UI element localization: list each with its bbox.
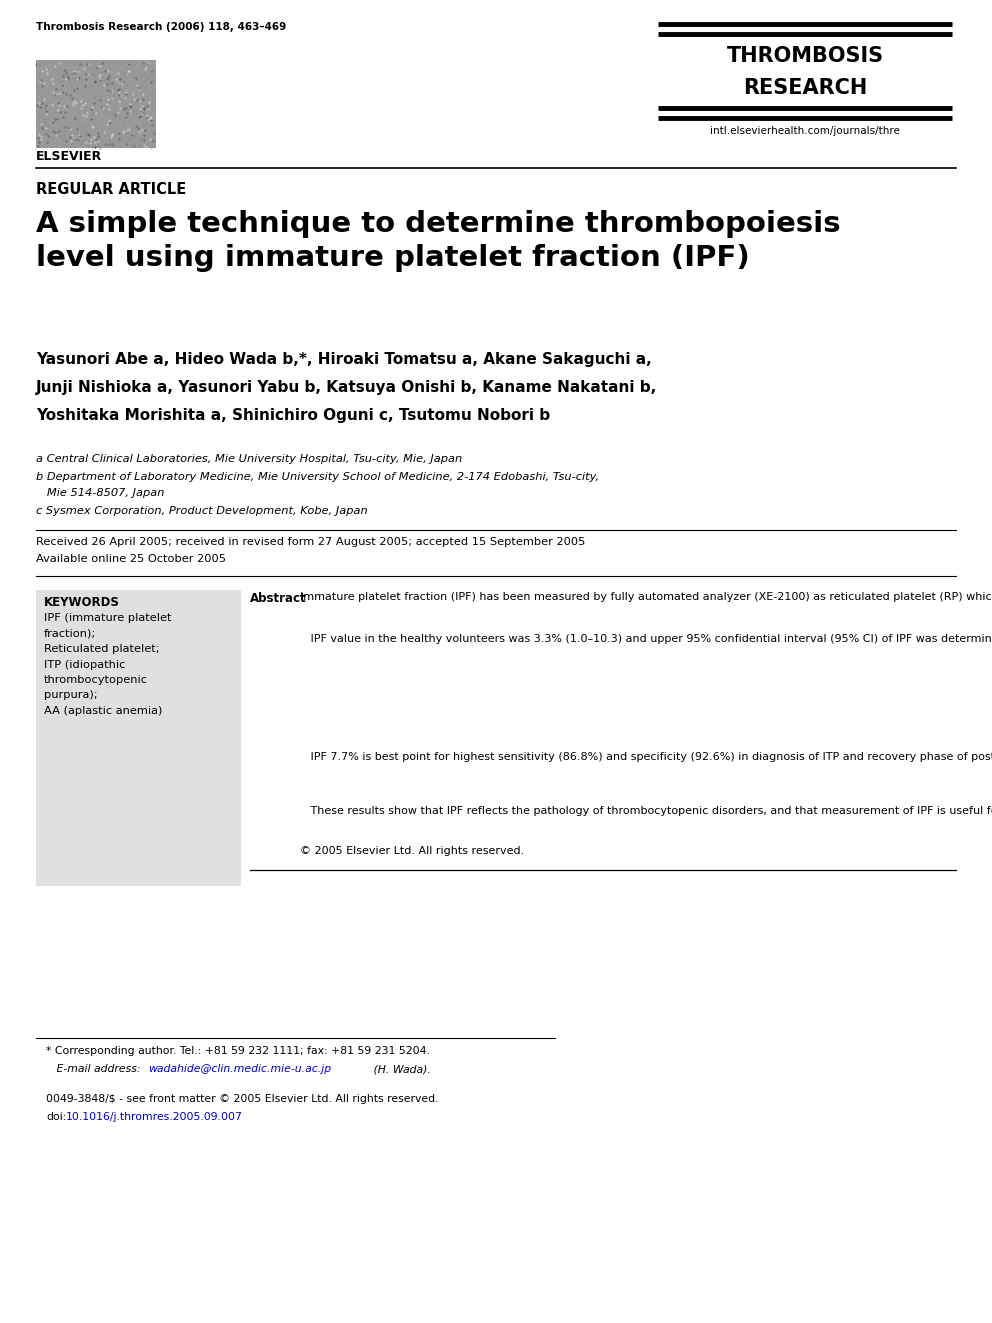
Text: A simple technique to determine thrombopoiesis
level using immature platelet fra: A simple technique to determine thrombop… xyxy=(36,210,840,271)
Text: REGULAR ARTICLE: REGULAR ARTICLE xyxy=(36,183,186,197)
Text: (H. Wada).: (H. Wada). xyxy=(370,1064,431,1074)
Text: IPF (immature platelet: IPF (immature platelet xyxy=(44,613,172,623)
Text: 0049-3848/$ - see front matter © 2005 Elsevier Ltd. All rights reserved.: 0049-3848/$ - see front matter © 2005 El… xyxy=(46,1094,438,1103)
Text: KEYWORDS: KEYWORDS xyxy=(44,595,120,609)
Text: a Central Clinical Laboratories, Mie University Hospital, Tsu-city, Mie, Japan: a Central Clinical Laboratories, Mie Uni… xyxy=(36,454,462,464)
Text: c Sysmex Corporation, Product Development, Kobe, Japan: c Sysmex Corporation, Product Developmen… xyxy=(36,505,368,516)
Text: RESEARCH: RESEARCH xyxy=(743,78,867,98)
Text: wadahide@clin.medic.mie-u.ac.jp: wadahide@clin.medic.mie-u.ac.jp xyxy=(148,1064,331,1074)
Text: © 2005 Elsevier Ltd. All rights reserved.: © 2005 Elsevier Ltd. All rights reserved… xyxy=(300,845,524,856)
Text: doi:: doi: xyxy=(46,1113,66,1122)
Text: 10.1016/j.thromres.2005.09.007: 10.1016/j.thromres.2005.09.007 xyxy=(66,1113,243,1122)
Text: Mie 514-8507, Japan: Mie 514-8507, Japan xyxy=(36,488,165,497)
Text: Reticulated platelet;: Reticulated platelet; xyxy=(44,644,160,654)
Text: These results show that IPF reflects the pathology of thrombocytopenic disorders: These results show that IPF reflects the… xyxy=(300,806,992,816)
Text: Yoshitaka Morishita a, Shinichiro Oguni c, Tsutomu Nobori b: Yoshitaka Morishita a, Shinichiro Oguni … xyxy=(36,407,551,423)
Text: Junji Nishioka a, Yasunori Yabu b, Katsuya Onishi b, Kaname Nakatani b,: Junji Nishioka a, Yasunori Yabu b, Katsu… xyxy=(36,380,658,396)
Text: fraction);: fraction); xyxy=(44,628,96,639)
Text: thrombocytopenic: thrombocytopenic xyxy=(44,675,148,685)
Text: Thrombosis Research (2006) 118, 463–469: Thrombosis Research (2006) 118, 463–469 xyxy=(36,22,287,32)
Text: ELSEVIER: ELSEVIER xyxy=(36,149,102,163)
Text: purpura);: purpura); xyxy=(44,691,97,700)
Text: Abstract: Abstract xyxy=(250,591,307,605)
Text: intl.elsevierhealth.com/journals/thre: intl.elsevierhealth.com/journals/thre xyxy=(710,126,900,136)
Text: IPF 7.7% is best point for highest sensitivity (86.8%) and specificity (92.6%) i: IPF 7.7% is best point for highest sensi… xyxy=(300,751,992,762)
Text: AA (aplastic anemia): AA (aplastic anemia) xyxy=(44,706,163,716)
Bar xyxy=(36,60,156,148)
Text: b Department of Laboratory Medicine, Mie University School of Medicine, 2-174 Ed: b Department of Laboratory Medicine, Mie… xyxy=(36,472,599,482)
Text: Immature platelet fraction (IPF) has been measured by fully automated analyzer (: Immature platelet fraction (IPF) has bee… xyxy=(300,591,992,602)
Text: Received 26 April 2005; received in revised form 27 August 2005; accepted 15 Sep: Received 26 April 2005; received in revi… xyxy=(36,537,585,546)
Text: * Corresponding author. Tel.: +81 59 232 1111; fax: +81 59 231 5204.: * Corresponding author. Tel.: +81 59 232… xyxy=(46,1046,430,1056)
Text: THROMBOSIS: THROMBOSIS xyxy=(726,46,884,66)
Text: IPF value in the healthy volunteers was 3.3% (1.0–10.3) and upper 95% confidenti: IPF value in the healthy volunteers was … xyxy=(300,634,992,644)
Text: Yasunori Abe a, Hideo Wada b,*, Hiroaki Tomatsu a, Akane Sakaguchi a,: Yasunori Abe a, Hideo Wada b,*, Hiroaki … xyxy=(36,352,652,366)
Text: E-mail address:: E-mail address: xyxy=(46,1064,144,1074)
Text: Available online 25 October 2005: Available online 25 October 2005 xyxy=(36,554,226,564)
Text: ITP (idiopathic: ITP (idiopathic xyxy=(44,659,125,669)
Bar xyxy=(36,590,241,886)
